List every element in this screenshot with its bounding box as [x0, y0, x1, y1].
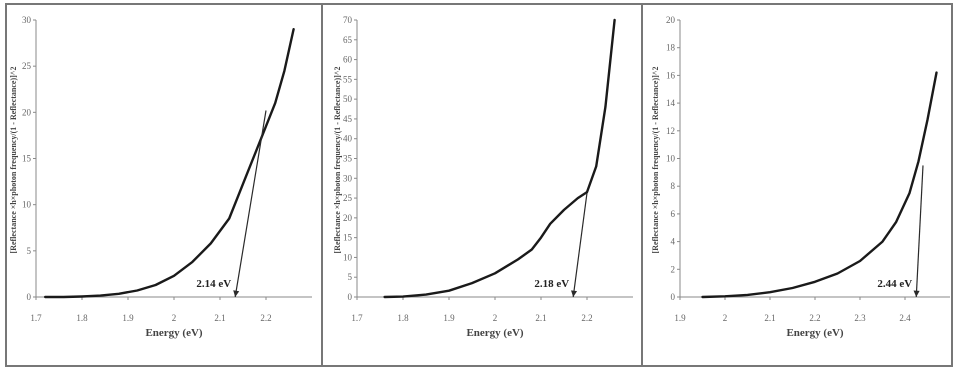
y-tick-label: 0	[27, 292, 32, 302]
y-tick-label: 60	[343, 55, 353, 65]
x-tick-label: 1.9	[122, 313, 134, 323]
x-tick-label: 2.1	[764, 313, 775, 323]
x-tick-label: 1.8	[76, 313, 88, 323]
y-tick-label: 40	[343, 134, 353, 144]
x-tick-label: 1.7	[30, 313, 42, 323]
x-tick-label: 2	[493, 313, 498, 323]
tangent-line	[234, 110, 267, 298]
y-axis-title: [Reflectance ×h×photon frequency/(1 - Re…	[333, 67, 342, 254]
x-tick-label: 2.1	[214, 313, 225, 323]
data-curve	[44, 28, 295, 299]
y-tick-label: 30	[22, 15, 32, 25]
y-tick-label: 2	[671, 264, 676, 274]
x-tick-label: 2.1	[535, 313, 546, 323]
chart-panel-2: 0 5 10 15 20 25 30 35 40 45 50 55 60 65 70 1.7 1.8 1.9 2 2.…	[321, 3, 643, 367]
tangent-arrowhead	[233, 290, 240, 297]
x-axis-title: Energy (eV)	[786, 327, 843, 339]
y-tick-label: 45	[343, 114, 353, 124]
bandgap-annotation: 2.44 eV	[877, 278, 912, 290]
x-tick-label: 1.9	[443, 313, 455, 323]
y-tick-label: 8	[671, 181, 676, 191]
y-tick-label: 10	[666, 154, 676, 164]
tangent-line	[915, 165, 924, 298]
chart-panel-3: 0 2 4 6 8 10 12 14 16 18 20 1.9 2 2.1 2.2 2.3 2.4 Energy …	[641, 3, 953, 367]
tangent-line	[572, 192, 588, 298]
tangent-arrowhead	[913, 290, 920, 297]
y-tick-label: 10	[22, 200, 32, 210]
data-curve	[383, 18, 616, 299]
x-tick-label: 2	[723, 313, 728, 323]
y-tick-label: 10	[343, 252, 353, 262]
y-tick-label: 0	[671, 292, 676, 302]
y-tick-label: 12	[666, 126, 675, 136]
panel-frame	[641, 3, 953, 367]
y-tick-label: 25	[343, 193, 353, 203]
y-tick-label: 5	[348, 272, 353, 282]
data-curve	[701, 71, 938, 299]
y-tick-label: 35	[343, 154, 353, 164]
bandgap-annotation: 2.14 eV	[196, 278, 231, 290]
x-tick-label: 2.2	[809, 313, 820, 323]
y-tick-label: 16	[666, 70, 676, 80]
x-axis-title: Energy (eV)	[145, 327, 202, 339]
y-tick-label: 30	[343, 173, 353, 183]
y-axis-title: [Reflectance ×h×photon frequency/(1 - Re…	[651, 67, 660, 254]
y-tick-label: 6	[671, 209, 676, 219]
y-tick-label: 25	[22, 61, 32, 71]
y-tick-label: 20	[22, 107, 32, 117]
y-tick-label: 20	[666, 15, 676, 25]
chart-panel-1: 0 5 10 15 20 25 30 1.7 1.8 1.9 2 2.1 2.2 Energy (eV) […	[5, 3, 323, 367]
x-tick-label: 2.2	[581, 313, 592, 323]
x-tick-label: 2.4	[899, 313, 911, 323]
x-tick-label: 1.7	[351, 313, 363, 323]
x-tick-label: 1.8	[397, 313, 409, 323]
y-tick-label: 15	[343, 233, 353, 243]
y-tick-label: 0	[348, 292, 353, 302]
tangent-arrowhead	[571, 290, 578, 297]
x-tick-label: 2.3	[854, 313, 866, 323]
x-tick-label: 1.9	[674, 313, 686, 323]
y-tick-label: 55	[343, 74, 353, 84]
y-tick-label: 70	[343, 15, 353, 25]
y-tick-label: 14	[666, 98, 676, 108]
y-tick-label: 20	[343, 213, 353, 223]
y-tick-label: 4	[671, 237, 676, 247]
y-axis-title: [Reflectance ×h×photon frequency/(1 - Re…	[9, 67, 18, 254]
y-tick-label: 18	[666, 43, 676, 53]
y-tick-label: 15	[22, 154, 32, 164]
x-tick-label: 2.2	[260, 313, 271, 323]
x-tick-label: 2	[172, 313, 177, 323]
y-tick-label: 5	[27, 246, 32, 256]
x-axis-title: Energy (eV)	[466, 327, 523, 339]
y-tick-label: 65	[343, 35, 353, 45]
bandgap-annotation: 2.18 eV	[534, 278, 569, 290]
y-tick-label: 50	[343, 94, 353, 104]
